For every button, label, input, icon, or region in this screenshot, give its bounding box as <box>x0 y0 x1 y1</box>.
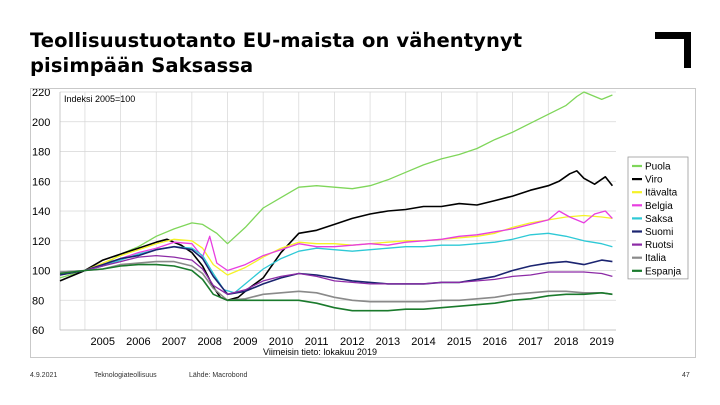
legend-label: Itävalta <box>645 188 678 199</box>
chart-area: 60 80 100 120 140 160 180 200 220 2005 2006 2007 200… <box>30 88 696 358</box>
x-tick-label: 2008 <box>197 336 221 348</box>
line-chart: 60 80 100 120 140 160 180 200 220 2005 2006 2007 200… <box>32 89 689 357</box>
y-tick-label: 180 <box>32 147 50 159</box>
y-tick-label: 140 <box>32 206 50 218</box>
slide-title: Teollisuustuotanto EU-maista on vähentyn… <box>30 28 590 78</box>
x-tick-label: 2012 <box>340 336 364 348</box>
footer-source: Lähde: Macrobond <box>189 372 248 379</box>
x-tick-label: 2010 <box>269 336 293 348</box>
legend-label: Belgia <box>645 201 673 212</box>
series-line-belgia <box>59 210 613 275</box>
series-line-ruotsi <box>59 254 613 295</box>
x-tick-label: 2018 <box>554 336 578 348</box>
x-tick-label: 2014 <box>411 336 435 348</box>
legend-label: Puola <box>645 162 671 173</box>
logo-corner-mark <box>655 32 691 68</box>
series-line-puola <box>59 91 613 279</box>
series-line-itävalta <box>59 214 613 276</box>
chart-annotation: Indeksi 2005=100 <box>64 94 135 104</box>
x-axis-caption: Viimeisin tieto: lokakuu 2019 <box>263 347 377 357</box>
legend-label: Suomi <box>645 227 673 238</box>
series-line-italia <box>59 260 613 303</box>
y-tick-label: 100 <box>32 266 50 278</box>
legend-label: Italia <box>645 253 667 264</box>
footer-date: 4.9.2021 <box>30 372 58 379</box>
series-line-espanja <box>59 263 613 312</box>
x-tick-label: 2007 <box>162 336 186 348</box>
series-line-viro <box>59 170 614 302</box>
x-tick-label: 2013 <box>376 336 400 348</box>
x-tick-label: 2006 <box>126 336 150 348</box>
x-tick-label: 2017 <box>518 336 542 348</box>
slide-title-line-1: Teollisuustuotanto EU-maista on vähentyn… <box>30 29 523 52</box>
y-tick-label: 60 <box>32 325 44 337</box>
legend-label: Saksa <box>645 214 673 225</box>
slide-title-line-2: pisimpään Saksassa <box>30 54 254 77</box>
y-tick-label: 120 <box>32 236 50 248</box>
x-tick-label: 2019 <box>590 336 614 348</box>
legend-label: Ruotsi <box>645 240 673 251</box>
footer-page-number: 47 <box>682 372 690 379</box>
y-tick-label: 80 <box>32 295 44 307</box>
y-tick-label: 160 <box>32 176 50 188</box>
legend-label: Viro <box>645 175 663 186</box>
x-tick-label: 2011 <box>305 336 329 348</box>
legend-label: Espanja <box>645 266 682 277</box>
y-tick-label: 220 <box>32 89 50 99</box>
series-line-suomi <box>59 245 613 296</box>
x-tick-label: 2009 <box>233 336 257 348</box>
y-tick-label: 200 <box>32 117 50 129</box>
x-tick-label: 2005 <box>91 336 115 348</box>
x-tick-label: 2016 <box>483 336 507 348</box>
x-tick-label: 2015 <box>447 336 471 348</box>
footer-organization: Teknologiateollisuus <box>94 372 157 379</box>
